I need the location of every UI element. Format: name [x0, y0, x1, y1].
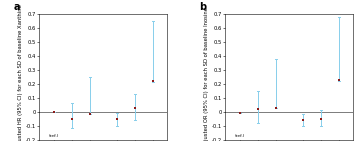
Text: a: a	[14, 2, 20, 12]
Y-axis label: Adjusted HR (95% CI) for each SD of baseline Xanthine: Adjusted HR (95% CI) for each SD of base…	[19, 4, 24, 141]
Y-axis label: Adjusted OR (95% CI) for each SD of baseline Inosine: Adjusted OR (95% CI) for each SD of base…	[205, 7, 210, 141]
Text: b: b	[200, 2, 207, 12]
Text: (ref.): (ref.)	[49, 134, 59, 138]
Text: (ref.): (ref.)	[235, 134, 245, 138]
